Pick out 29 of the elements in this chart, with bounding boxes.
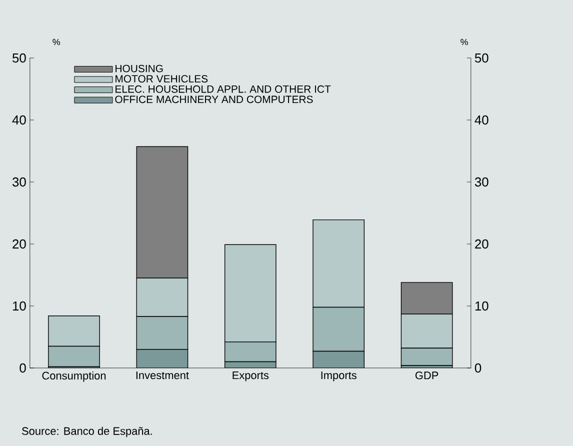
bar [312, 306, 365, 352]
y2-tick-label: 50 [474, 53, 488, 63]
legend-label: HOUSING [116, 64, 163, 72]
legend-label: ELEC. HOUSEHOLD APPL. AND OTHER ICT [116, 85, 331, 93]
legend-label: MOTOR VEHICLES [116, 75, 208, 83]
x-tick-label: GDP [415, 372, 438, 380]
y2-tick-label: 30 [474, 177, 488, 187]
y2-tick-label: 0 [474, 363, 482, 373]
x-tick-label: Consumption [42, 372, 106, 382]
bar [136, 316, 188, 350]
source-note: Source: Banco de España. [22, 426, 152, 438]
y2-tick-label: 20 [475, 239, 488, 249]
y-axis-title: % [52, 38, 60, 46]
y-tick-label: 0 [20, 363, 26, 373]
y2-tick-label: 40 [474, 115, 488, 125]
x-tick-label: Exports [232, 372, 269, 382]
y2-axis-title: % [460, 38, 468, 46]
bar [400, 348, 453, 366]
bar [48, 346, 100, 368]
y-tick-label: 30 [12, 177, 26, 187]
y-tick-label: 10 [12, 301, 26, 311]
y-tick-label: 20 [12, 239, 26, 249]
legend-label: OFFICE MACHINERY AND COMPUTERS [115, 96, 313, 104]
bar [224, 342, 276, 362]
x-tick-label: Imports [321, 372, 356, 382]
y-tick-label: 40 [12, 115, 26, 125]
x-tick-label: Investment [136, 372, 189, 380]
y2-tick-label: 10 [475, 301, 488, 311]
y-tick-label: 50 [12, 53, 26, 63]
